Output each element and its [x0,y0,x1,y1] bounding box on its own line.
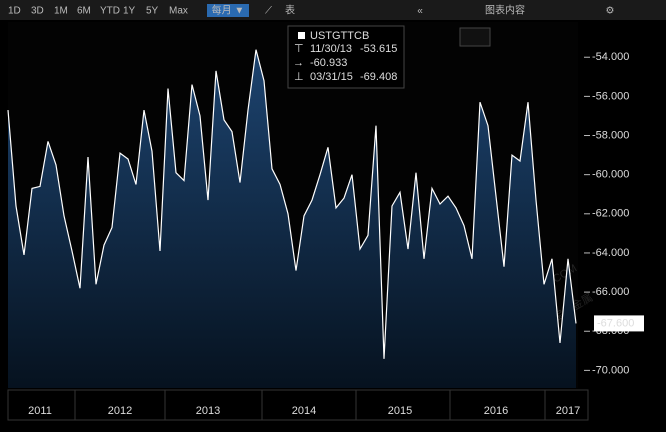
range-button[interactable]: 6M [77,6,91,17]
x-axis-band [7,389,589,421]
y-tick-label: -60.000 [592,169,629,181]
y-tick-label: -66.000 [592,286,629,298]
y-tick-label: -58.000 [592,129,629,141]
x-tick-label: 2015 [388,405,412,417]
x-tick-label: 2017 [556,405,580,417]
settings[interactable]: ⚙ [606,6,615,17]
legend-low-date: 03/31/15 [310,71,353,83]
legend-name: USTGTTCB [310,30,369,42]
toolbar [0,0,666,20]
frequency[interactable]: 每月 ▼ [212,4,245,17]
last-value-label: -67.600 [597,317,634,329]
x-tick-label: 2016 [484,405,508,417]
range-button[interactable]: Max [169,6,188,17]
collapse[interactable]: « [417,6,423,17]
range-button[interactable]: 1D [8,6,21,17]
legend-high-date: 11/30/13 [310,43,352,55]
x-tick-label: 2014 [292,405,316,417]
svg-text:→: → [293,57,304,69]
x-tick-label: 2011 [28,405,52,417]
y-tick-label: -62.000 [592,208,629,220]
y-tick-label: -56.000 [592,90,629,102]
x-tick-label: 2013 [196,405,220,417]
line [7,49,577,359]
x-tick-label: 2012 [108,405,132,417]
range-button[interactable]: 1M [54,6,68,17]
legend: USTGTTCB ⊤ 11/30/13 -53.615 → -60.933 ⊥ … [287,25,405,89]
last-value-box [594,315,644,332]
range-button[interactable]: 1Y [123,6,136,17]
chart-content[interactable]: 图表内容 [485,4,525,17]
legend-low: -69.408 [360,71,397,83]
table-button[interactable]: 表 [285,4,295,17]
chart-type-button[interactable] [459,27,491,47]
legend-average: -60.933 [310,57,347,69]
legend-high: -53.615 [360,43,397,55]
y-tick-label: -70.000 [592,364,629,376]
svg-text:⊥: ⊥ [294,71,304,83]
y-tick-label: -64.000 [592,247,629,259]
frequency-button[interactable] [207,4,249,17]
range-button[interactable]: 5Y [146,6,159,17]
area [8,49,576,388]
year-separators [74,390,546,420]
line-icon[interactable]: ⟋ [265,6,272,17]
y-tick-label: -54.000 [592,51,629,63]
svg-text:⊤: ⊤ [294,43,304,55]
range-button[interactable]: YTD [100,6,120,17]
range-button[interactable]: 3D [31,6,44,17]
